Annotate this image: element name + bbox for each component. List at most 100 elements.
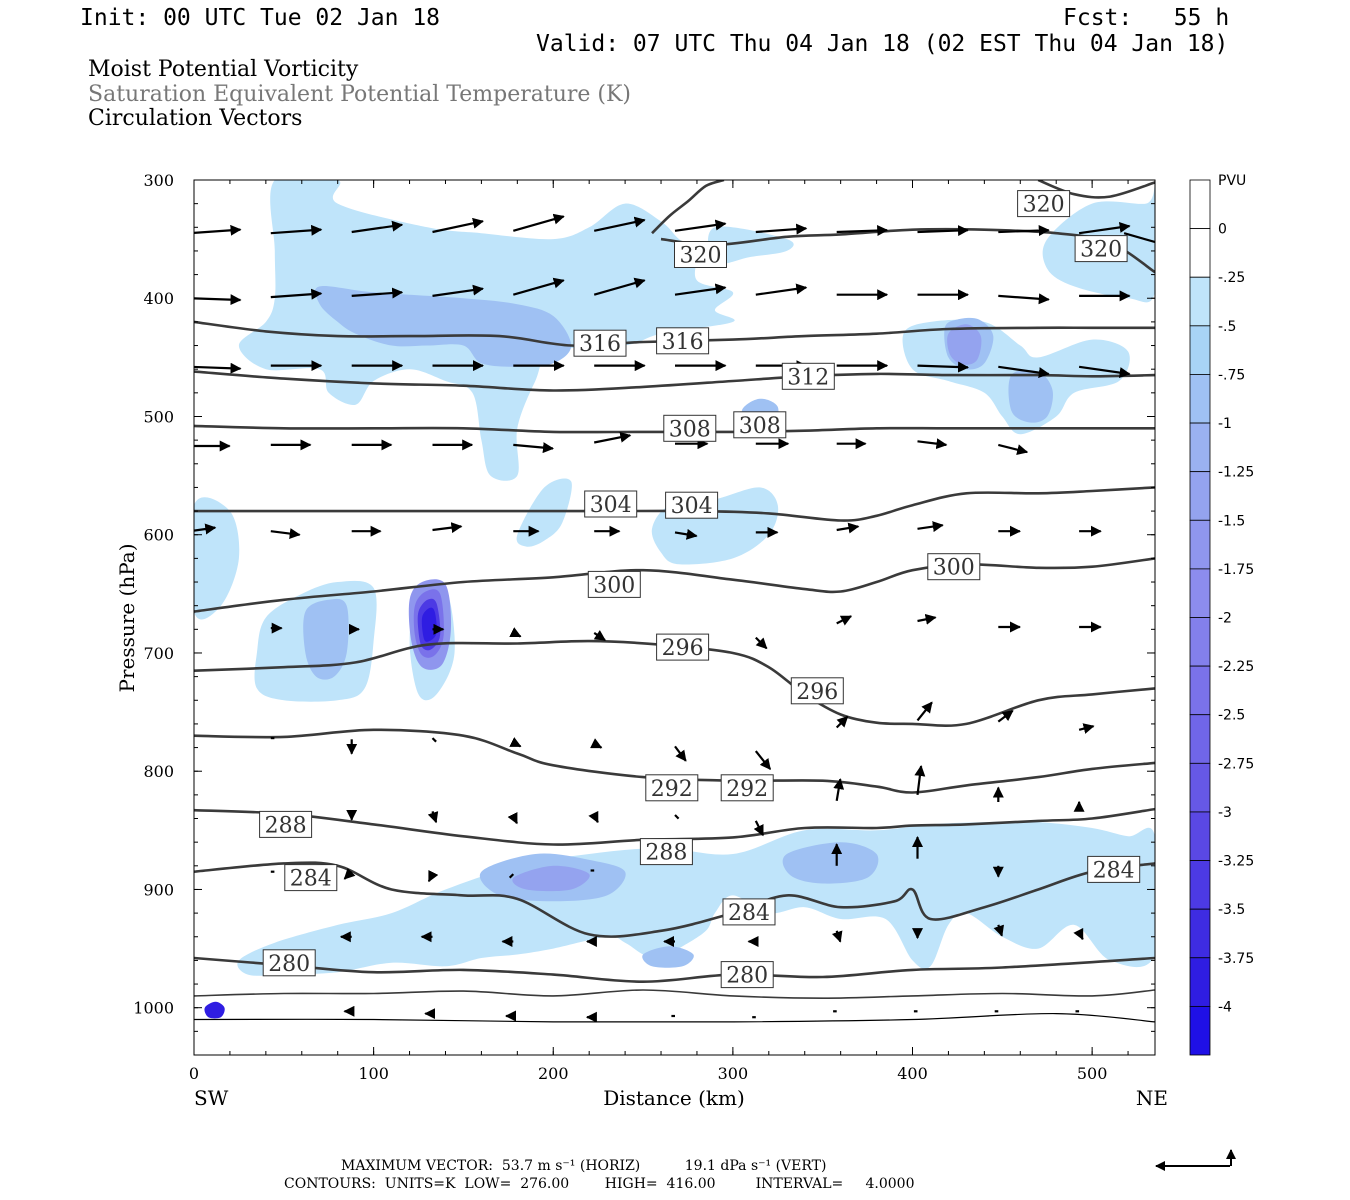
circulation-vector <box>512 277 565 296</box>
colorbar-label: -1.5 <box>1218 513 1245 529</box>
plot-frame <box>193 179 1156 1056</box>
y-tick-label: 300 <box>143 171 174 190</box>
circulation-vector <box>917 225 969 237</box>
circulation-vector <box>513 442 554 454</box>
title-pv: Moist Potential Vorticity <box>88 57 359 82</box>
circulation-vector <box>753 820 764 837</box>
init-time: Init: 00 UTC Tue 02 Jan 18 <box>80 5 441 31</box>
colorbar-label: -3 <box>1218 805 1232 821</box>
circulation-vector <box>998 225 1050 237</box>
circulation-vector <box>835 715 849 729</box>
contour-label-text: 288 <box>645 841 687 866</box>
contour-276 <box>194 989 1155 1000</box>
contour-label: 316 <box>573 329 627 357</box>
y-tick-label: 400 <box>143 289 174 308</box>
contour-label: 308 <box>663 414 717 442</box>
circulation-vector <box>590 738 603 749</box>
circulation-vector <box>427 811 439 824</box>
circulation-vector <box>1078 723 1095 734</box>
contour-label: 284 <box>1087 855 1141 883</box>
footer-contours: CONTOURS: UNITS=K LOW= 276.00 HIGH= 416.… <box>284 1176 915 1192</box>
pv-region <box>314 285 572 367</box>
y-tick-label: 700 <box>143 644 174 663</box>
contour-300 <box>194 557 1155 613</box>
circulation-vector <box>998 443 1029 456</box>
contour-label-text: 284 <box>1093 858 1135 883</box>
contour-label: 304 <box>584 490 638 518</box>
colorbar-label: -.75 <box>1218 367 1245 383</box>
colorbar-unit: PVU <box>1218 173 1246 189</box>
circulation-vector <box>509 627 522 638</box>
contour-288 <box>194 807 1155 846</box>
circulation-vector <box>194 362 242 374</box>
contour-label: 280 <box>720 961 774 989</box>
x-tick-label: 100 <box>358 1064 389 1083</box>
circulation-vector <box>508 873 515 879</box>
colorbar-swatch <box>1189 957 1211 1007</box>
colorbar-label: -2.75 <box>1218 756 1254 772</box>
pv-region <box>516 478 572 547</box>
colorbar: 0 -.25 -.5 -.75 -1 -1.25 -1.5 -1.75 -2 -2.25 -2.5 -… <box>1189 179 1254 1056</box>
colorbar-swatch <box>1189 519 1211 570</box>
colorbar-swatch <box>1189 568 1211 618</box>
contour-label: 312 <box>781 362 835 390</box>
x-tick-label: 500 <box>1077 1064 1108 1083</box>
pv-region <box>642 946 694 968</box>
colorbar-swatch <box>1189 1005 1211 1056</box>
colorbar-swatch <box>1189 228 1211 278</box>
circulation-vector <box>427 869 439 883</box>
circulation-vector <box>836 615 853 626</box>
colorbar-label: -3.25 <box>1218 854 1254 870</box>
circulation-vector <box>593 630 606 642</box>
circulation-vector <box>674 283 727 296</box>
circulation-vector <box>270 528 301 540</box>
colorbar-label: -4 <box>1218 999 1232 1015</box>
contour-label: 296 <box>656 633 710 661</box>
circulation-vector <box>755 223 808 235</box>
contour-label-text: 300 <box>933 556 975 581</box>
circulation-vector <box>917 438 948 450</box>
contour-label: 292 <box>645 774 699 802</box>
pv-region <box>707 226 794 265</box>
circulation-vector <box>351 287 404 299</box>
y-axis-label: Pressure (hPa) <box>115 544 139 693</box>
axes: 0 100 200 300 400 500 300 400 500 600 700 800 900 100… <box>133 171 1155 1083</box>
forecast-hour: Fcst: 55 h <box>1063 5 1230 31</box>
circulation-vector <box>270 288 323 300</box>
circulation-vector <box>914 765 926 796</box>
contour-292 <box>194 728 1155 794</box>
contour-label: 280 <box>262 949 316 977</box>
reference-vector-icon <box>1155 1149 1236 1171</box>
colorbar-label: -.25 <box>1218 270 1245 286</box>
contour-label: 320 <box>1017 190 1071 218</box>
colorbar-label: -1.75 <box>1218 562 1254 578</box>
colorbar-label: -1 <box>1218 416 1232 432</box>
colorbar-label: -2.5 <box>1218 708 1245 724</box>
title-theta-e: Saturation Equivalent Potential Temperat… <box>88 82 631 107</box>
colorbar-swatch <box>1189 811 1211 861</box>
contour-label: 284 <box>284 864 338 892</box>
colorbar-label: -.5 <box>1218 319 1236 335</box>
circulation-vector <box>351 220 404 234</box>
pv-region <box>237 821 1155 976</box>
colorbar-swatch <box>1189 860 1211 910</box>
contour-label-text: 292 <box>726 777 768 802</box>
colorbar-label: -3.5 <box>1218 902 1245 918</box>
circulation-vector <box>997 709 1014 723</box>
colorbar-swatch <box>1189 325 1211 375</box>
circulation-vector <box>593 216 646 232</box>
contour-label-text: 280 <box>726 964 768 989</box>
y-tick-label: 900 <box>143 880 174 899</box>
circulation-vector <box>194 224 242 236</box>
colorbar-swatch <box>1189 617 1211 667</box>
contour-label: 300 <box>587 570 641 598</box>
pv-region <box>1008 369 1053 423</box>
contour-label-text: 320 <box>1023 193 1065 218</box>
contour-label: 300 <box>927 553 981 581</box>
contour-328 <box>1037 180 1155 199</box>
contour-label: 320 <box>674 241 727 269</box>
colorbar-label: -2 <box>1218 611 1232 627</box>
contour-label-text: 300 <box>593 573 635 598</box>
